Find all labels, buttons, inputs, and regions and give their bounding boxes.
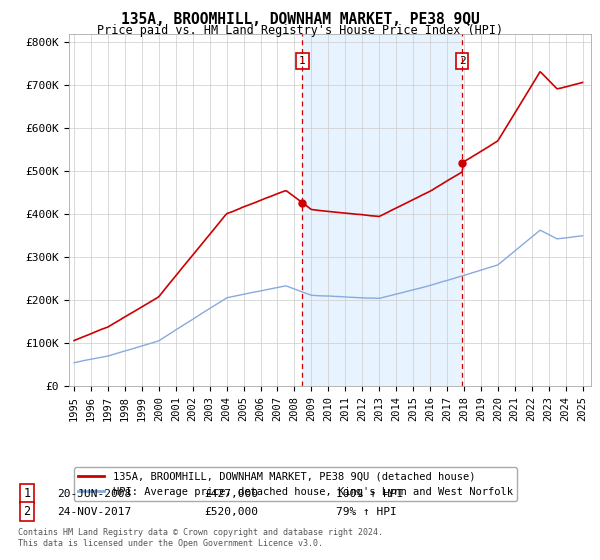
Text: 20-JUN-2008: 20-JUN-2008 [57, 489, 131, 499]
Text: 135A, BROOMHILL, DOWNHAM MARKET, PE38 9QU: 135A, BROOMHILL, DOWNHAM MARKET, PE38 9Q… [121, 12, 479, 27]
Text: £520,000: £520,000 [204, 507, 258, 517]
Text: Contains HM Land Registry data © Crown copyright and database right 2024.
This d: Contains HM Land Registry data © Crown c… [18, 528, 383, 548]
Text: 2: 2 [23, 505, 31, 519]
Text: Price paid vs. HM Land Registry's House Price Index (HPI): Price paid vs. HM Land Registry's House … [97, 24, 503, 37]
Text: 24-NOV-2017: 24-NOV-2017 [57, 507, 131, 517]
Text: 79% ↑ HPI: 79% ↑ HPI [336, 507, 397, 517]
Text: £427,000: £427,000 [204, 489, 258, 499]
Bar [302, 34, 462, 386]
Text: 100% ↑ HPI: 100% ↑ HPI [336, 489, 404, 499]
Legend: 135A, BROOMHILL, DOWNHAM MARKET, PE38 9QU (detached house), HPI: Average price, : 135A, BROOMHILL, DOWNHAM MARKET, PE38 9Q… [74, 468, 517, 501]
Text: 2: 2 [459, 56, 466, 66]
Text: 1: 1 [299, 56, 306, 66]
Text: 1: 1 [23, 487, 31, 501]
